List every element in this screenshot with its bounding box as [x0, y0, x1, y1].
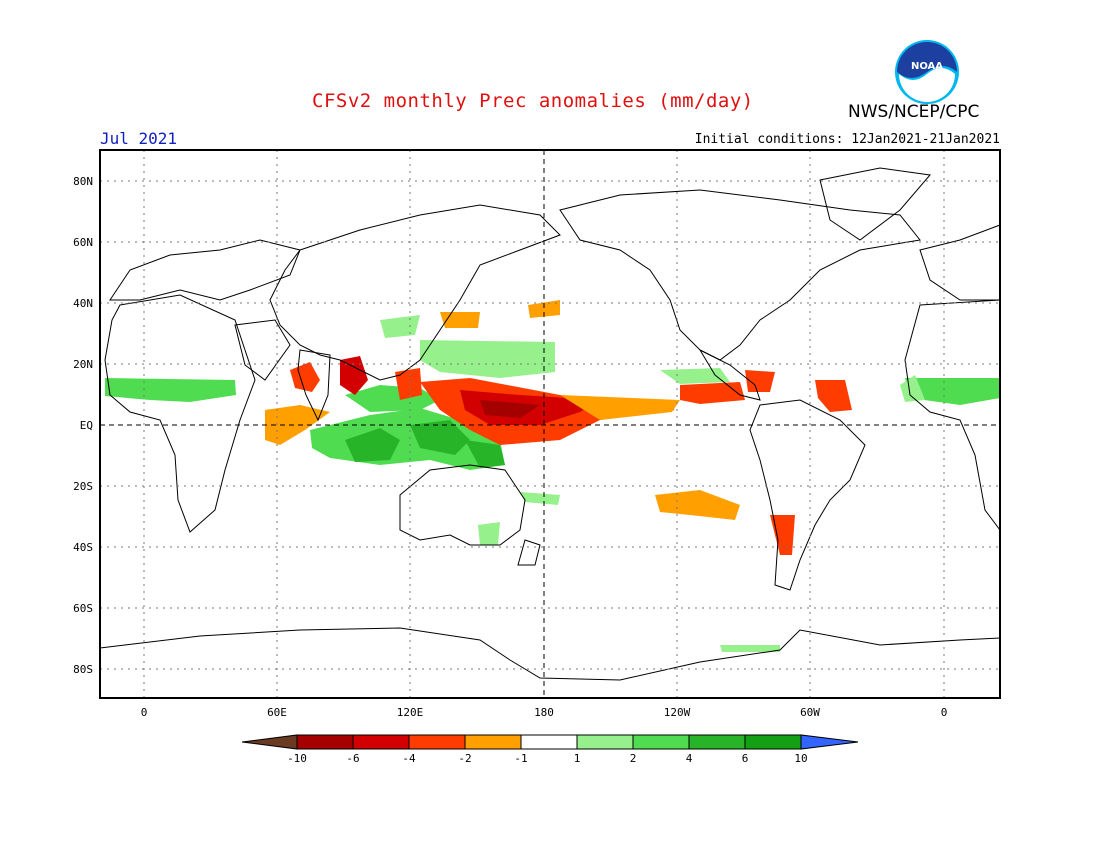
- anomaly-orange-pacific-fringe: [560, 395, 680, 420]
- anomaly-orange-caribbean: [745, 370, 775, 392]
- map-title: CFSv2 monthly Prec anomalies (mm/day): [312, 90, 754, 112]
- coastline-new-zealand: [517, 539, 541, 566]
- forecast-month: Jul 2021: [100, 129, 178, 148]
- anomaly-orange-mid-latitude-pacific: [528, 300, 560, 318]
- anomaly-dkgreen-indian-ocean: [345, 428, 400, 462]
- lon-label: 180: [534, 706, 554, 719]
- lat-label: EQ: [80, 419, 93, 432]
- colorbar-label: 6: [742, 752, 749, 765]
- lon-label: 0: [941, 706, 948, 719]
- lat-label: 80S: [73, 663, 93, 676]
- colorbar-swatch: [464, 734, 522, 750]
- colorbar-swatch: [744, 734, 802, 750]
- colorbar-swatch: [408, 734, 466, 750]
- anomaly-red-atlantic: [815, 380, 852, 412]
- coastline-asia: [269, 204, 561, 381]
- coastline-arabia: [234, 319, 291, 381]
- coastline-india: [297, 349, 331, 422]
- colorbar-label: 10: [794, 752, 807, 765]
- lon-label: 120E: [397, 706, 424, 719]
- anomaly-orange-indian-ocean-west: [265, 405, 330, 445]
- anomaly-green-maritime-2: [465, 440, 505, 468]
- colorbar-label: -2: [458, 752, 471, 765]
- lat-label: 40S: [73, 541, 93, 554]
- colorbar-swatch: [352, 734, 410, 750]
- anomaly-shading: [105, 300, 1000, 652]
- lon-label: 60E: [267, 706, 287, 719]
- coastline-africa: [104, 294, 256, 533]
- coastline-europe: [109, 239, 301, 301]
- coastline-central-america: [698, 348, 761, 401]
- lat-labels: 80N 60N 40N 20N EQ 20S 40S 60S 80S: [73, 175, 93, 676]
- coastline-north-america: [559, 189, 921, 361]
- anomaly-ltgreen-antarctica: [720, 645, 780, 652]
- colorbar-label: -6: [346, 752, 359, 765]
- map-frame: [99, 149, 1001, 699]
- anomaly-dkgreen-maritime: [410, 420, 470, 455]
- colorbar-swatch: [296, 734, 354, 750]
- anomaly-ltgreen-south-pacific: [520, 492, 560, 505]
- anomaly-green-africa: [105, 378, 236, 402]
- colorbar-label: -1: [514, 752, 527, 765]
- anomaly-orange-japan: [440, 312, 480, 328]
- anomaly-red-east-pacific: [680, 382, 745, 404]
- agency-label: NWS/NCEP/CPC: [848, 102, 980, 122]
- anomaly-ltgreen-west-pacific: [420, 340, 555, 378]
- anomaly-dkred-pacific: [480, 400, 540, 418]
- lat-label: 60N: [73, 236, 93, 249]
- coastline-south-america: [749, 399, 866, 591]
- colorbar-swatch: [520, 734, 578, 750]
- noaa-logo: NOAA: [895, 40, 959, 104]
- anomaly-green-new-zealand: [478, 522, 500, 545]
- lat-label: 80N: [73, 175, 93, 188]
- coastline-australia: [399, 464, 526, 546]
- lon-label: 60W: [800, 706, 820, 719]
- lat-label: 40N: [73, 297, 93, 310]
- colorbar-arrow-high: [800, 734, 859, 750]
- colorbar-arrow-low: [241, 734, 298, 750]
- anomaly-orange-south-america: [770, 515, 795, 555]
- grid-lines: [100, 150, 1000, 698]
- lat-label: 20S: [73, 480, 93, 493]
- coastline-antarctica: [99, 627, 1001, 681]
- colorbar-swatch: [688, 734, 746, 750]
- colorbar-labels: -10 -6 -4 -2 -1 1 2 4 6 10: [287, 752, 808, 765]
- colorbar-label: -4: [402, 752, 416, 765]
- anomaly-green-atlantic-east: [905, 378, 1000, 405]
- anomaly-orange-philippines: [395, 368, 422, 400]
- colorbar: [241, 734, 859, 750]
- colorbar-label: 2: [630, 752, 637, 765]
- lat-label: 60S: [73, 602, 93, 615]
- lon-label: 0: [141, 706, 148, 719]
- equator-dateline: [100, 150, 1000, 698]
- colorbar-swatch: [632, 734, 690, 750]
- lon-label: 120W: [664, 706, 691, 719]
- anomaly-orange-india: [290, 362, 320, 392]
- coastline-greenland: [819, 167, 931, 241]
- initial-conditions: Initial conditions: 12Jan2021-21Jan2021: [694, 132, 1000, 147]
- anomaly-orange-south-pacific: [655, 490, 740, 520]
- lat-label: 20N: [73, 358, 93, 371]
- colorbar-label: -10: [287, 752, 307, 765]
- anomaly-green-atlantic-east-light: [900, 375, 925, 402]
- colorbar-label: 1: [574, 752, 581, 765]
- anomaly-red-bangladesh: [340, 356, 368, 395]
- lon-labels: 0 60E 120E 180 120W 60W 0: [141, 706, 948, 719]
- svg-text:NOAA: NOAA: [911, 61, 943, 72]
- anomaly-green-central-america: [660, 368, 730, 384]
- colorbar-label: 4: [686, 752, 693, 765]
- colorbar-swatch: [576, 734, 634, 750]
